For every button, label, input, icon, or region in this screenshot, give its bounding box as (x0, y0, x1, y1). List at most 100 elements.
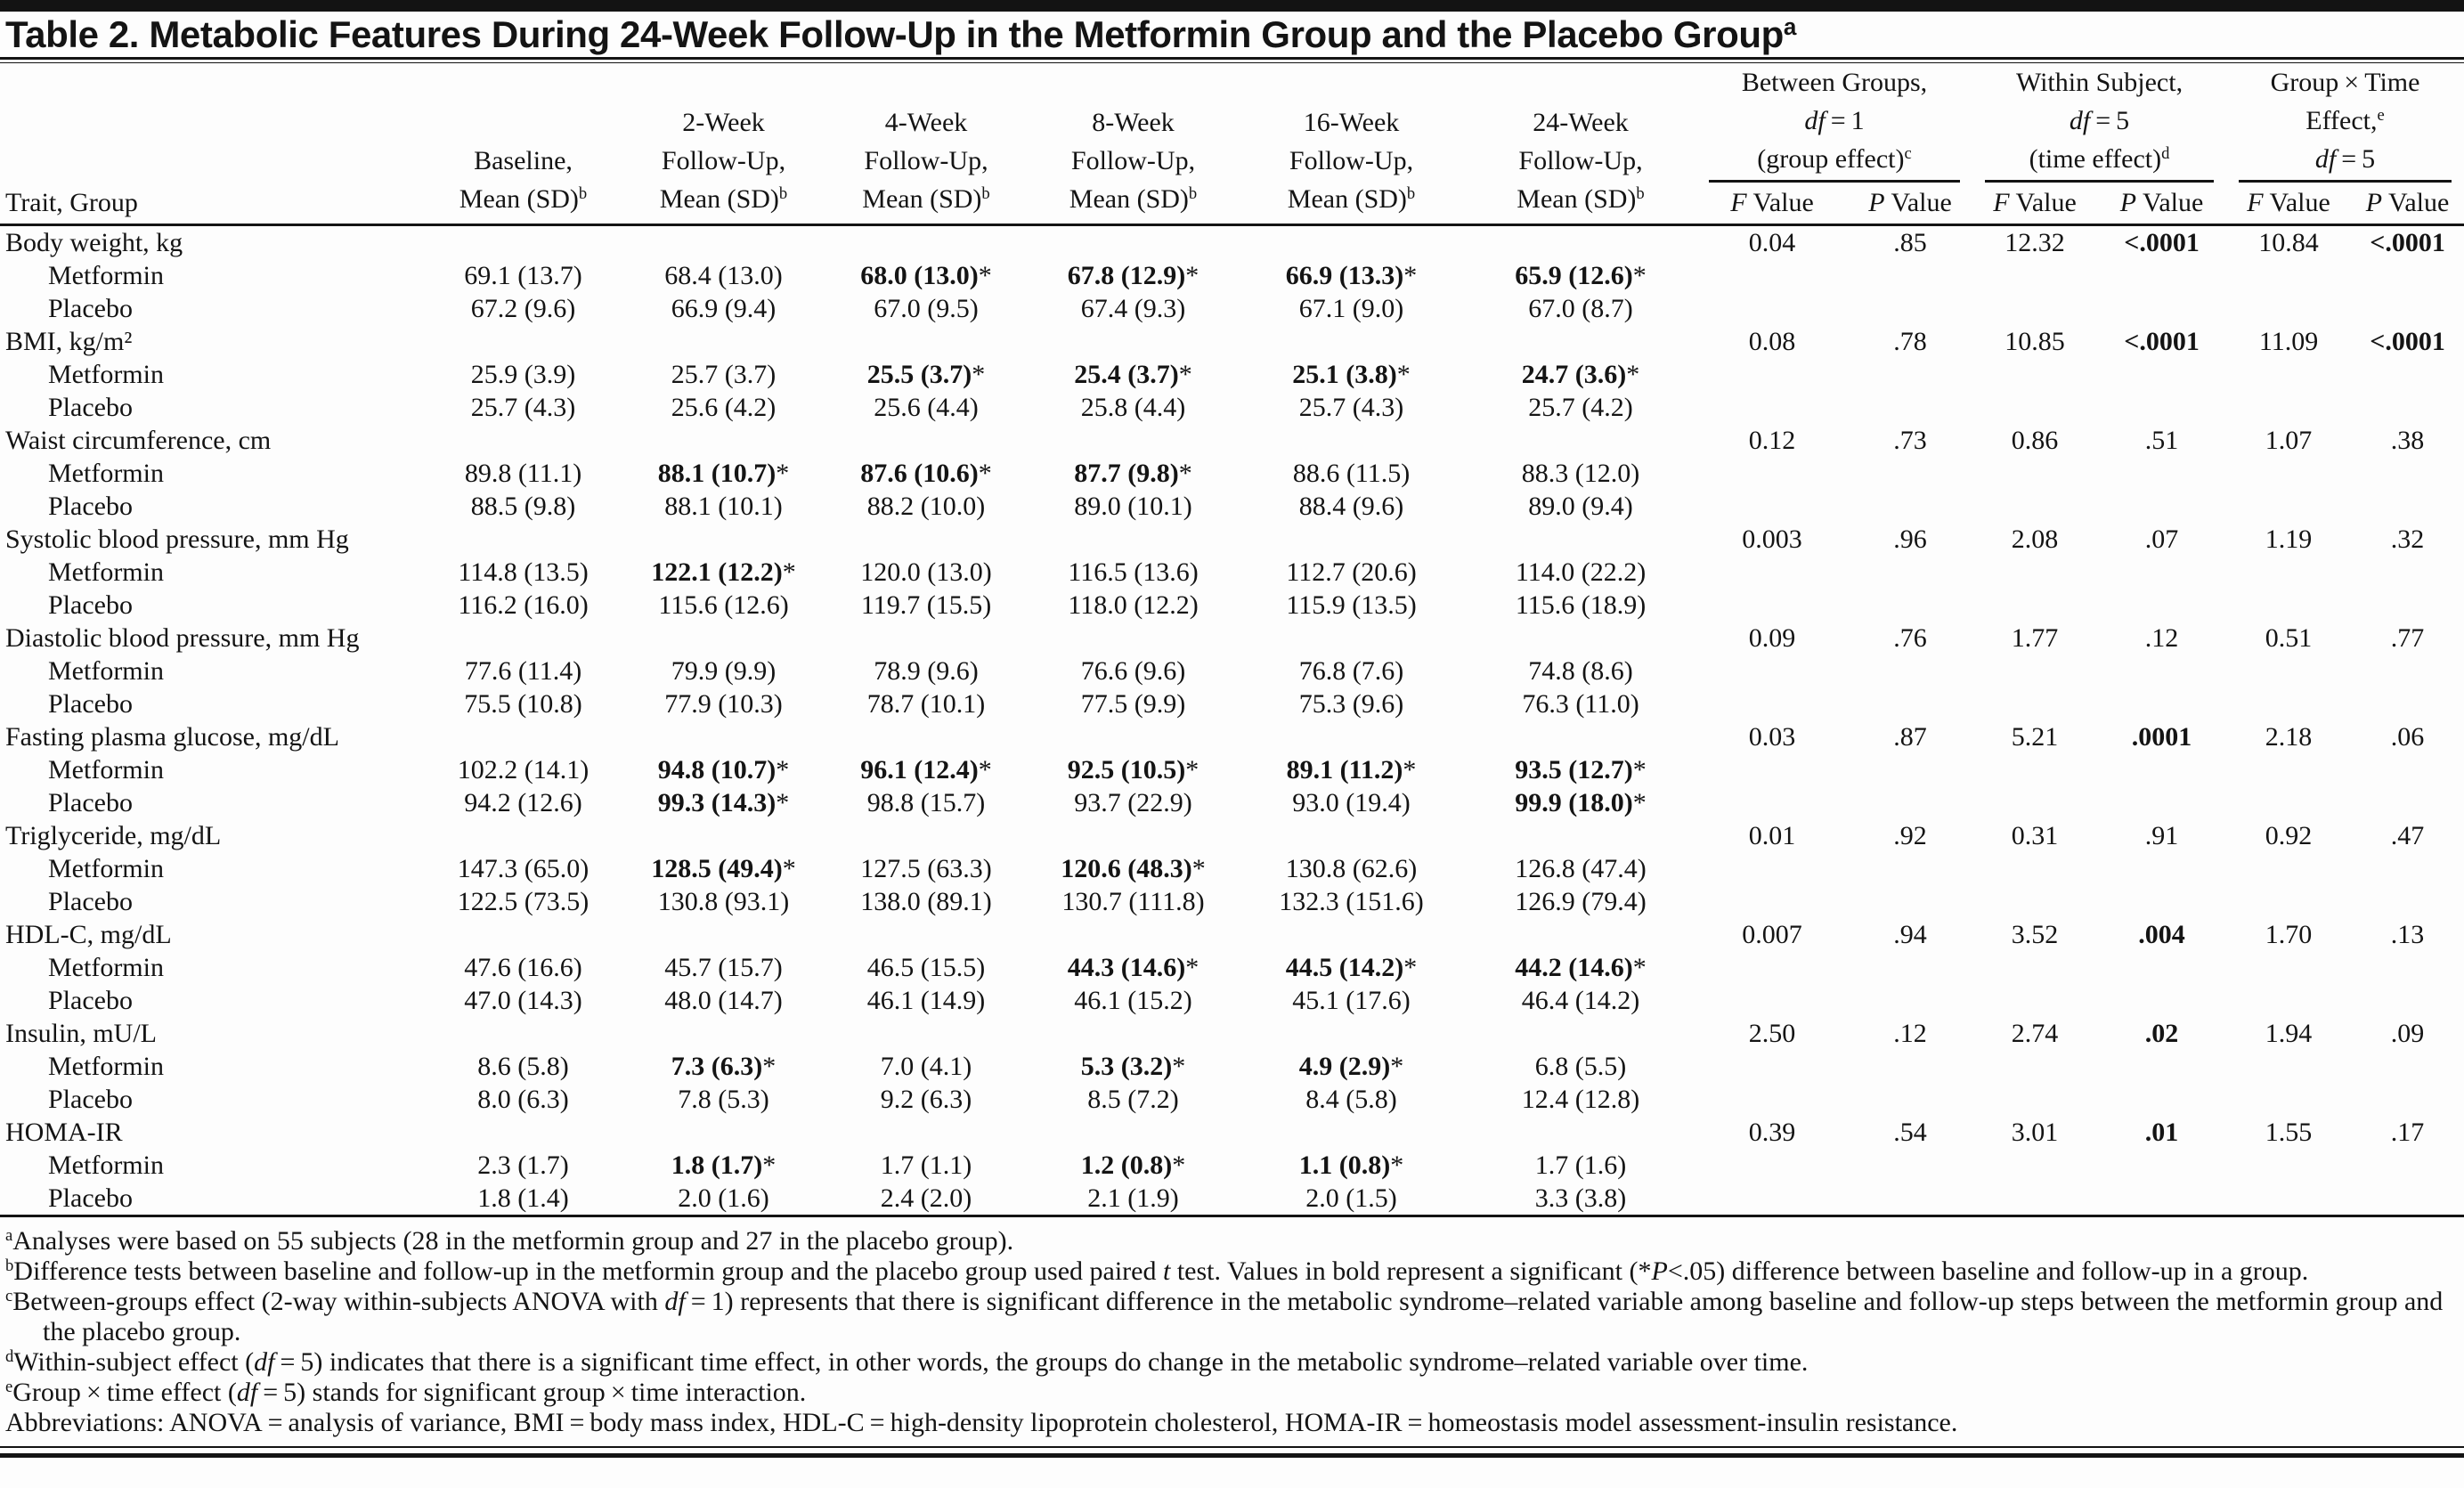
group-row: Metformin 89.8 (11.1) 88.1 (10.7)* 87.6 (10… (0, 457, 2464, 490)
bold-value: .02 (2144, 1019, 2179, 1048)
footnote-e: eGroup × time effect (df = 5) stands for… (5, 1378, 2455, 1408)
mean-cell: 1.1 (0.8)* (1238, 1149, 1465, 1182)
mean-cell: 88.1 (10.1) (664, 492, 783, 521)
bold-value: 44.5 (14.2) (1285, 953, 1404, 982)
mean-cell: 25.7 (4.3) (470, 393, 576, 422)
group-row: Placebo 75.5 (10.8) 77.9 (10.3) 78.7 (10.1)… (0, 687, 2464, 720)
mean-cell: 116.2 (16.0) (458, 590, 589, 620)
group-label: Placebo (48, 1085, 133, 1114)
group-label: Metformin (48, 854, 164, 883)
text-segment: Value (1746, 188, 1814, 217)
mean-cell: 138.0 (89.1) (860, 887, 992, 916)
significance-asterisk: * (1403, 755, 1417, 785)
text-segment: Value (2136, 188, 2204, 217)
text-segment: 24-Week Follow-Up, Mean (SD) (1517, 108, 1643, 214)
column-group-within-subject: Within Subject, df = 5 (time effect)d (1972, 63, 2226, 183)
mean-cell: 25.7 (4.3) (1298, 393, 1404, 422)
mean-cell: 46.5 (15.5) (866, 953, 986, 982)
significance-asterisk: * (1185, 953, 1199, 982)
table-title: Table 2. Metabolic Features During 24-We… (0, 12, 2464, 57)
stat-cell: .77 (2390, 623, 2425, 653)
stat-cell: .02 (2097, 1017, 2226, 1050)
mean-cell: 122.5 (73.5) (457, 887, 590, 916)
bold-value: <.0001 (2124, 228, 2200, 257)
mean-cell: 5.3 (3.2)* (1029, 1050, 1238, 1083)
mean-cell: 8.5 (7.2) (1087, 1085, 1179, 1114)
mean-cell: 112.7 (20.6) (1286, 557, 1417, 587)
mean-cell: 47.0 (14.3) (464, 986, 582, 1015)
group-row: Metformin 114.8 (13.5) 122.1 (12.2)* 120.0 … (0, 556, 2464, 589)
mean-cell: 44.2 (14.6)* (1465, 951, 1696, 984)
significance-asterisk: * (782, 854, 796, 883)
stat-cell: 1.19 (2265, 524, 2313, 554)
mean-cell: 66.9 (9.4) (671, 294, 777, 323)
footnote-d: dWithin-subject effect (df = 5) indicate… (5, 1347, 2455, 1378)
text-segment: = 1) represents that there is significan… (43, 1287, 2444, 1346)
mean-cell: 25.7 (3.7) (671, 360, 777, 389)
mean-cell: 89.1 (11.2)* (1238, 753, 1465, 786)
group-row: Metformin 147.3 (65.0) 128.5 (49.4)* 127.5 … (0, 852, 2464, 885)
mean-cell: 68.0 (13.0)* (824, 259, 1029, 292)
stat-cell: 0.003 (1742, 524, 1802, 554)
significance-asterisk: * (782, 557, 796, 587)
empty-stat-cell (1696, 753, 2464, 786)
text-segment: F (1730, 188, 1747, 217)
group-label: Placebo (48, 788, 133, 817)
text-segment: Value (2263, 188, 2330, 217)
text-segment: Within-subject effect ( (13, 1347, 255, 1377)
significance-asterisk: * (1403, 261, 1418, 290)
mean-cell: 130.7 (111.8) (1061, 887, 1205, 916)
group-row: Metformin 2.3 (1.7) 1.8 (1.7)* 1.7 (1.1) 1.2… (0, 1149, 2464, 1182)
text-segment: d (2161, 143, 2170, 163)
bold-value: 24.7 (3.6) (1521, 360, 1627, 389)
mean-cell: 126.9 (79.4) (1515, 887, 1647, 916)
bold-value: 67.8 (12.9) (1067, 261, 1186, 290)
bold-value: 92.5 (10.5) (1067, 755, 1186, 785)
mean-cell: 25.5 (3.7)* (824, 358, 1029, 391)
significance-asterisk: * (1626, 360, 1640, 389)
mean-cell: 88.3 (12.0) (1521, 459, 1640, 488)
stat-cell: .73 (1893, 426, 1927, 455)
text-segment: = 5 (time effect) (2029, 106, 2162, 174)
text-segment: P (2365, 188, 2383, 217)
stat-cell: .87 (1893, 722, 1927, 752)
mean-cell: 102.2 (14.1) (457, 755, 590, 785)
mean-cell: 46.1 (14.9) (866, 986, 986, 1015)
stat-cell: 0.39 (1748, 1118, 1796, 1147)
mean-cell: 46.4 (14.2) (1521, 986, 1640, 1015)
mean-cell: 147.3 (65.0) (457, 854, 590, 883)
stat-cell: 0.12 (1748, 426, 1796, 455)
bold-value: 1.8 (1.7) (671, 1151, 763, 1180)
empty-stat-cell (1696, 852, 2464, 885)
mean-cell: 8.4 (5.8) (1305, 1085, 1397, 1114)
bold-value: 122.1 (12.2) (651, 557, 783, 587)
stat-cell: .94 (1893, 920, 1927, 949)
bold-value: 25.4 (3.7) (1074, 360, 1179, 389)
text-segment: df (254, 1347, 275, 1377)
stat-cell: .76 (1893, 623, 1927, 653)
stat-cell: 10.84 (2258, 228, 2319, 257)
stat-cell: .32 (2390, 524, 2425, 554)
footnote-b: bDifference tests between baseline and f… (5, 1256, 2455, 1287)
mean-cell: 93.7 (22.9) (1074, 788, 1192, 817)
empty-stat-cell (1696, 687, 2464, 720)
trait-label: Diastolic blood pressure, mm Hg (5, 623, 360, 653)
mean-cell: 130.8 (93.1) (657, 887, 790, 916)
group-row: Metformin 77.6 (11.4) 79.9 (9.9) 78.9 (9.6)… (0, 655, 2464, 687)
mean-cell: 24.7 (3.6)* (1465, 358, 1696, 391)
trait-row: Systolic blood pressure, mm Hg 0.003 .96 2.… (0, 523, 2464, 556)
text-segment: <.05) difference between baseline and fo… (1667, 1256, 2309, 1286)
bold-value: 99.3 (14.3) (657, 788, 777, 817)
stat-cell: 3.52 (2011, 920, 2059, 949)
mean-cell: 87.6 (10.6)* (824, 457, 1029, 490)
empty-stat-cell (1696, 259, 2464, 292)
mean-cell: 65.9 (12.6)* (1465, 259, 1696, 292)
group-row: Placebo 116.2 (16.0) 115.6 (12.6) 119.7 (15… (0, 589, 2464, 622)
group-row: Placebo 25.7 (4.3) 25.6 (4.2) 25.6 (4.4) 25.… (0, 391, 2464, 424)
mean-cell: 120.6 (48.3)* (1029, 852, 1238, 885)
mean-cell: 77.5 (9.9) (1080, 689, 1186, 719)
column-group-between-groups: Between Groups, df = 1 (group effect)c (1696, 63, 1972, 183)
mean-cell: 25.8 (4.4) (1080, 393, 1186, 422)
bold-value: 87.6 (10.6) (860, 459, 979, 488)
mean-cell: 48.0 (14.7) (664, 986, 783, 1015)
